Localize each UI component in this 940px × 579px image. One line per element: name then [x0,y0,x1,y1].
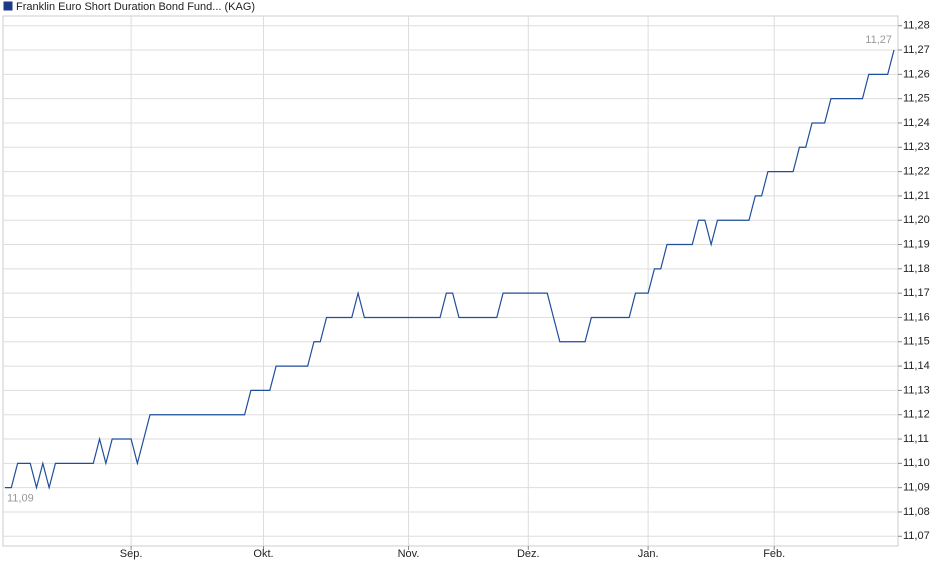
y-tick-label: 11,10 [903,457,930,469]
y-tick-label: 11,08 [903,506,930,518]
y-tick-label: 11,18 [903,263,930,275]
price-line [5,49,895,491]
y-tick-label: 11,20 [903,214,930,226]
y-tick-label: 11,12 [903,409,930,421]
y-tick-label: 11,07 [903,530,930,542]
y-tick-label: 11,17 [903,287,930,299]
y-tick-label: 11,16 [903,311,930,323]
value-annotation: 11,09 [7,493,34,505]
x-tick-label: Feb. [763,548,785,560]
y-tick-label: 11,23 [903,141,930,153]
y-tick-label: 11,19 [903,238,930,250]
y-tick-label: 11,25 [903,93,930,105]
y-tick-label: 11,27 [903,44,930,56]
x-tick-label: Jan. [638,548,659,560]
x-tick-label: Sep. [120,548,143,560]
y-tick-label: 11,28 [903,20,930,32]
y-tick-label: 11,11 [903,433,929,445]
legend-label: Franklin Euro Short Duration Bond Fund..… [16,1,255,13]
x-tick-label: Nov. [398,548,420,560]
y-tick-label: 11,13 [903,384,930,396]
value-annotation: 11,27 [865,34,892,46]
x-tick-label: Dez. [517,548,540,560]
x-tick-label: Okt. [253,548,273,560]
y-tick-label: 11,26 [903,68,930,80]
legend-swatch [3,1,13,11]
y-tick-label: 11,09 [903,482,930,494]
y-tick-label: 11,14 [903,360,930,372]
y-tick-label: 11,15 [903,336,930,348]
y-tick-label: 11,22 [903,166,930,178]
y-tick-label: 11,24 [903,117,930,129]
plot-area [2,15,899,547]
y-tick-label: 11,21 [903,190,930,202]
